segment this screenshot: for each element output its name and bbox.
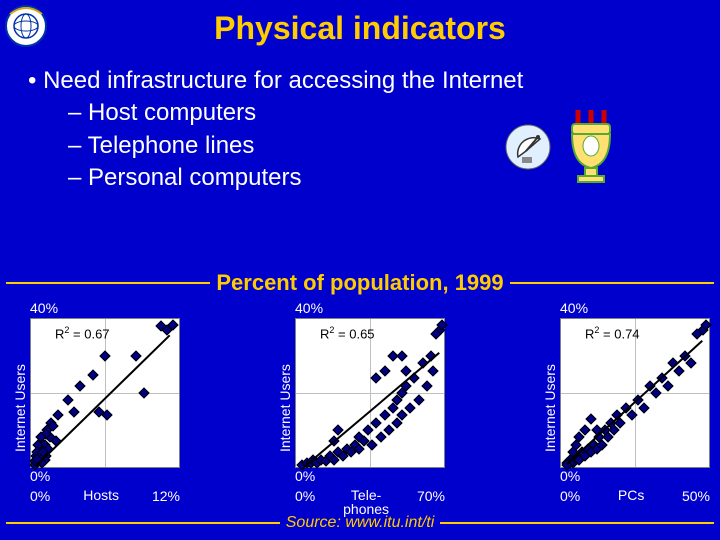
x-axis: 0%Tele- phones70% [295, 488, 445, 516]
satellite-dish-icon [504, 123, 552, 171]
y-tick-min: 0% [295, 468, 445, 486]
r-squared-label: R2 = 0.74 [585, 325, 640, 341]
y-tick-max: 40% [560, 300, 710, 318]
data-point [130, 350, 141, 361]
data-point [413, 395, 424, 406]
y-axis-label: Internet Users [10, 300, 30, 516]
trophy-plug-icon [562, 110, 620, 184]
x-axis-label: Tele- phones [315, 488, 417, 516]
data-point [638, 402, 649, 413]
x-tick-max: 12% [152, 488, 180, 504]
x-tick-min: 0% [30, 488, 50, 504]
data-point [99, 350, 110, 361]
clipart-icons [504, 110, 620, 184]
data-point [404, 402, 415, 413]
scatter-chart: Internet Users40%R2 = 0.740%0%PCs50% [540, 300, 710, 516]
x-tick-max: 70% [417, 488, 445, 504]
y-tick-max: 40% [295, 300, 445, 318]
x-axis-label: PCs [580, 488, 682, 502]
page-title: Physical indicators [0, 0, 720, 47]
data-point [68, 406, 79, 417]
y-axis-label: Internet Users [275, 300, 295, 516]
bullet-sub: Telephone lines [68, 130, 720, 162]
data-point [379, 365, 390, 376]
y-tick-min: 0% [30, 468, 180, 486]
source-row: Source: www.itu.int/ti [0, 514, 720, 532]
r-squared-label: R2 = 0.67 [55, 325, 110, 341]
charts-subtitle: Percent of population, 1999 [216, 270, 503, 296]
scatter-chart: Internet Users40%R2 = 0.650%0%Tele- phon… [275, 300, 445, 516]
subtitle-row: Percent of population, 1999 [0, 270, 720, 296]
y-axis-label: Internet Users [540, 300, 560, 516]
data-point [87, 369, 98, 380]
x-tick-min: 0% [560, 488, 580, 504]
data-point [379, 410, 390, 421]
data-point [375, 432, 386, 443]
data-point [139, 387, 150, 398]
bullet-sub: Personal computers [68, 162, 720, 194]
data-point [362, 424, 373, 435]
data-point [75, 380, 86, 391]
charts-row: Internet Users40%R2 = 0.670%0%Hosts12%In… [10, 300, 710, 516]
data-point [428, 365, 439, 376]
data-point [102, 410, 113, 421]
data-point [371, 417, 382, 428]
data-point [371, 373, 382, 384]
plot-area: R2 = 0.67 [30, 318, 180, 468]
plot-area: R2 = 0.65 [295, 318, 445, 468]
data-point [388, 350, 399, 361]
itu-logo [4, 4, 48, 48]
x-axis: 0%PCs50% [560, 488, 710, 504]
data-point [62, 395, 73, 406]
data-point [585, 413, 596, 424]
data-point [674, 365, 685, 376]
r-squared-label: R2 = 0.65 [320, 325, 375, 341]
bullet-sub: Host computers [68, 97, 720, 129]
data-point [383, 424, 394, 435]
scatter-chart: Internet Users40%R2 = 0.670%0%Hosts12% [10, 300, 180, 516]
data-point [421, 380, 432, 391]
x-axis: 0%Hosts12% [30, 488, 180, 504]
x-tick-min: 0% [295, 488, 315, 504]
source-text: Source: www.itu.int/ti [286, 514, 435, 532]
y-tick-max: 40% [30, 300, 180, 318]
data-point [52, 410, 63, 421]
x-tick-max: 50% [682, 488, 710, 504]
y-tick-min: 0% [560, 468, 710, 486]
plot-area: R2 = 0.74 [560, 318, 710, 468]
bullet-main: Need infrastructure for accessing the In… [28, 65, 720, 97]
data-point [686, 358, 697, 369]
x-axis-label: Hosts [50, 488, 152, 502]
